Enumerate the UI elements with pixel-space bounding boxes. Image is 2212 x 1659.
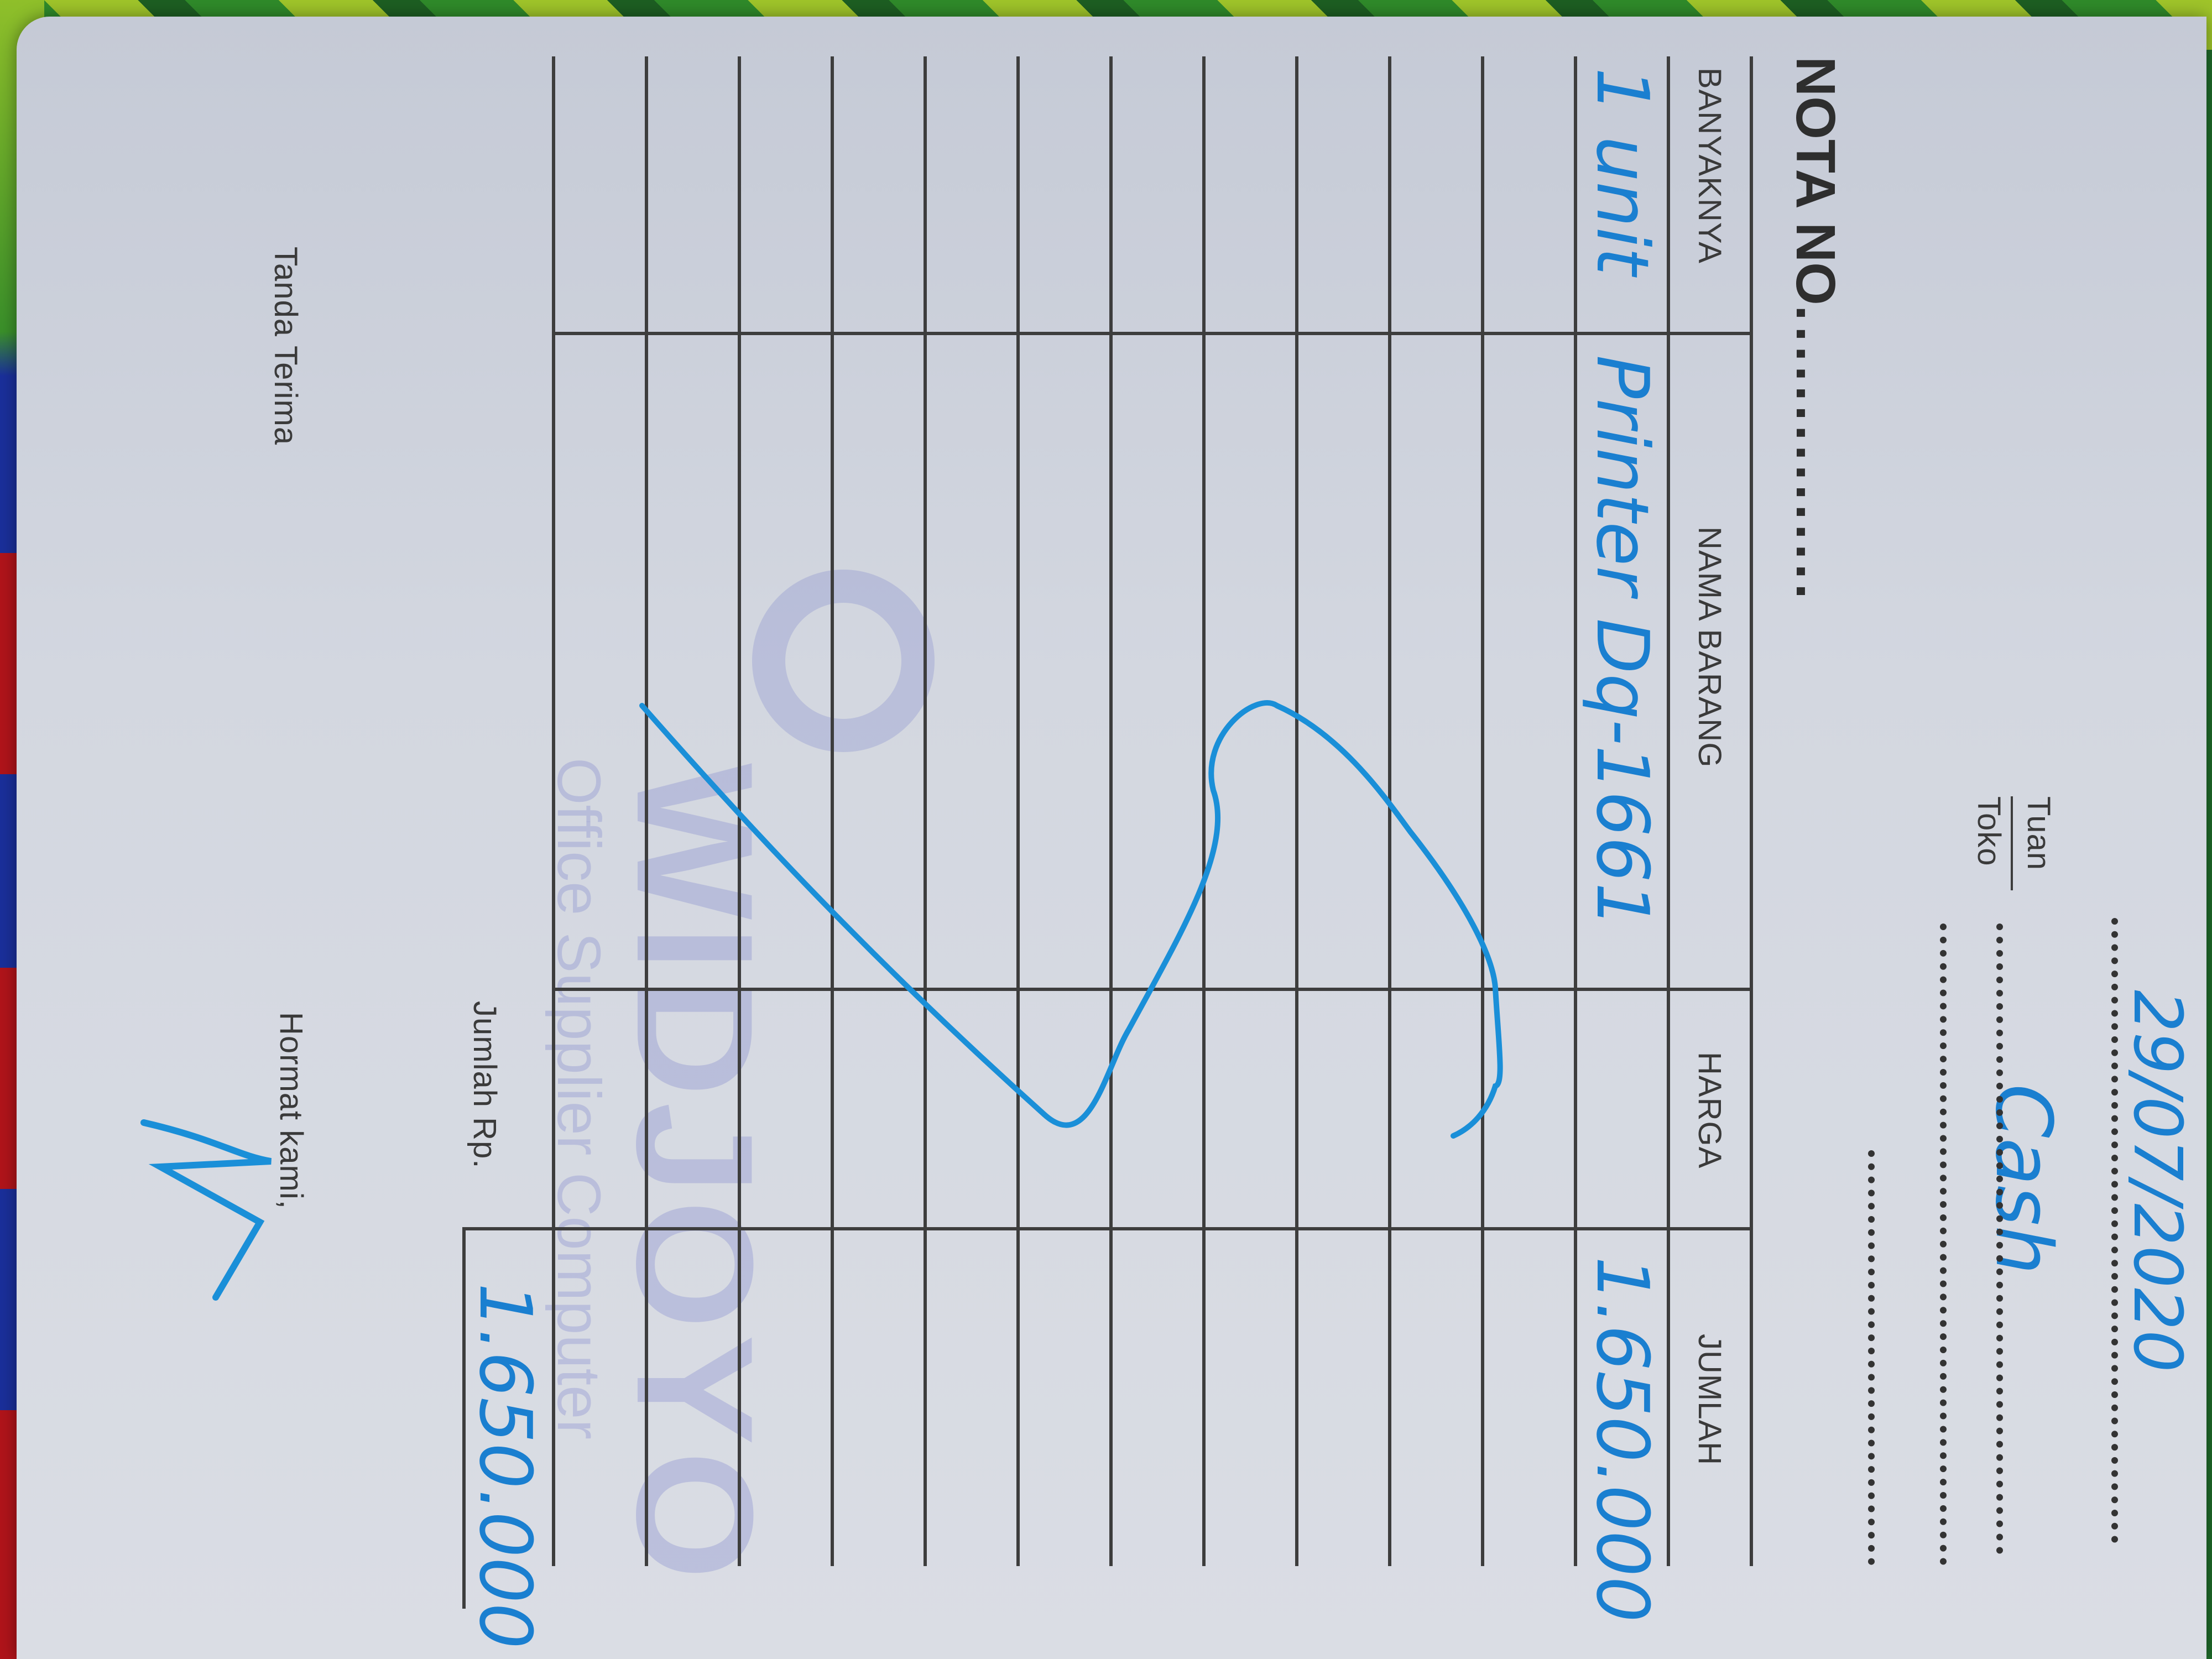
cancel-scribble [639,700,1503,1139]
handwritten-strokes [140,700,1503,1301]
signature [140,1119,272,1301]
receipt-paper: WIDJOYO Office Supplier Computer 29/07/2… [17,17,2206,1659]
